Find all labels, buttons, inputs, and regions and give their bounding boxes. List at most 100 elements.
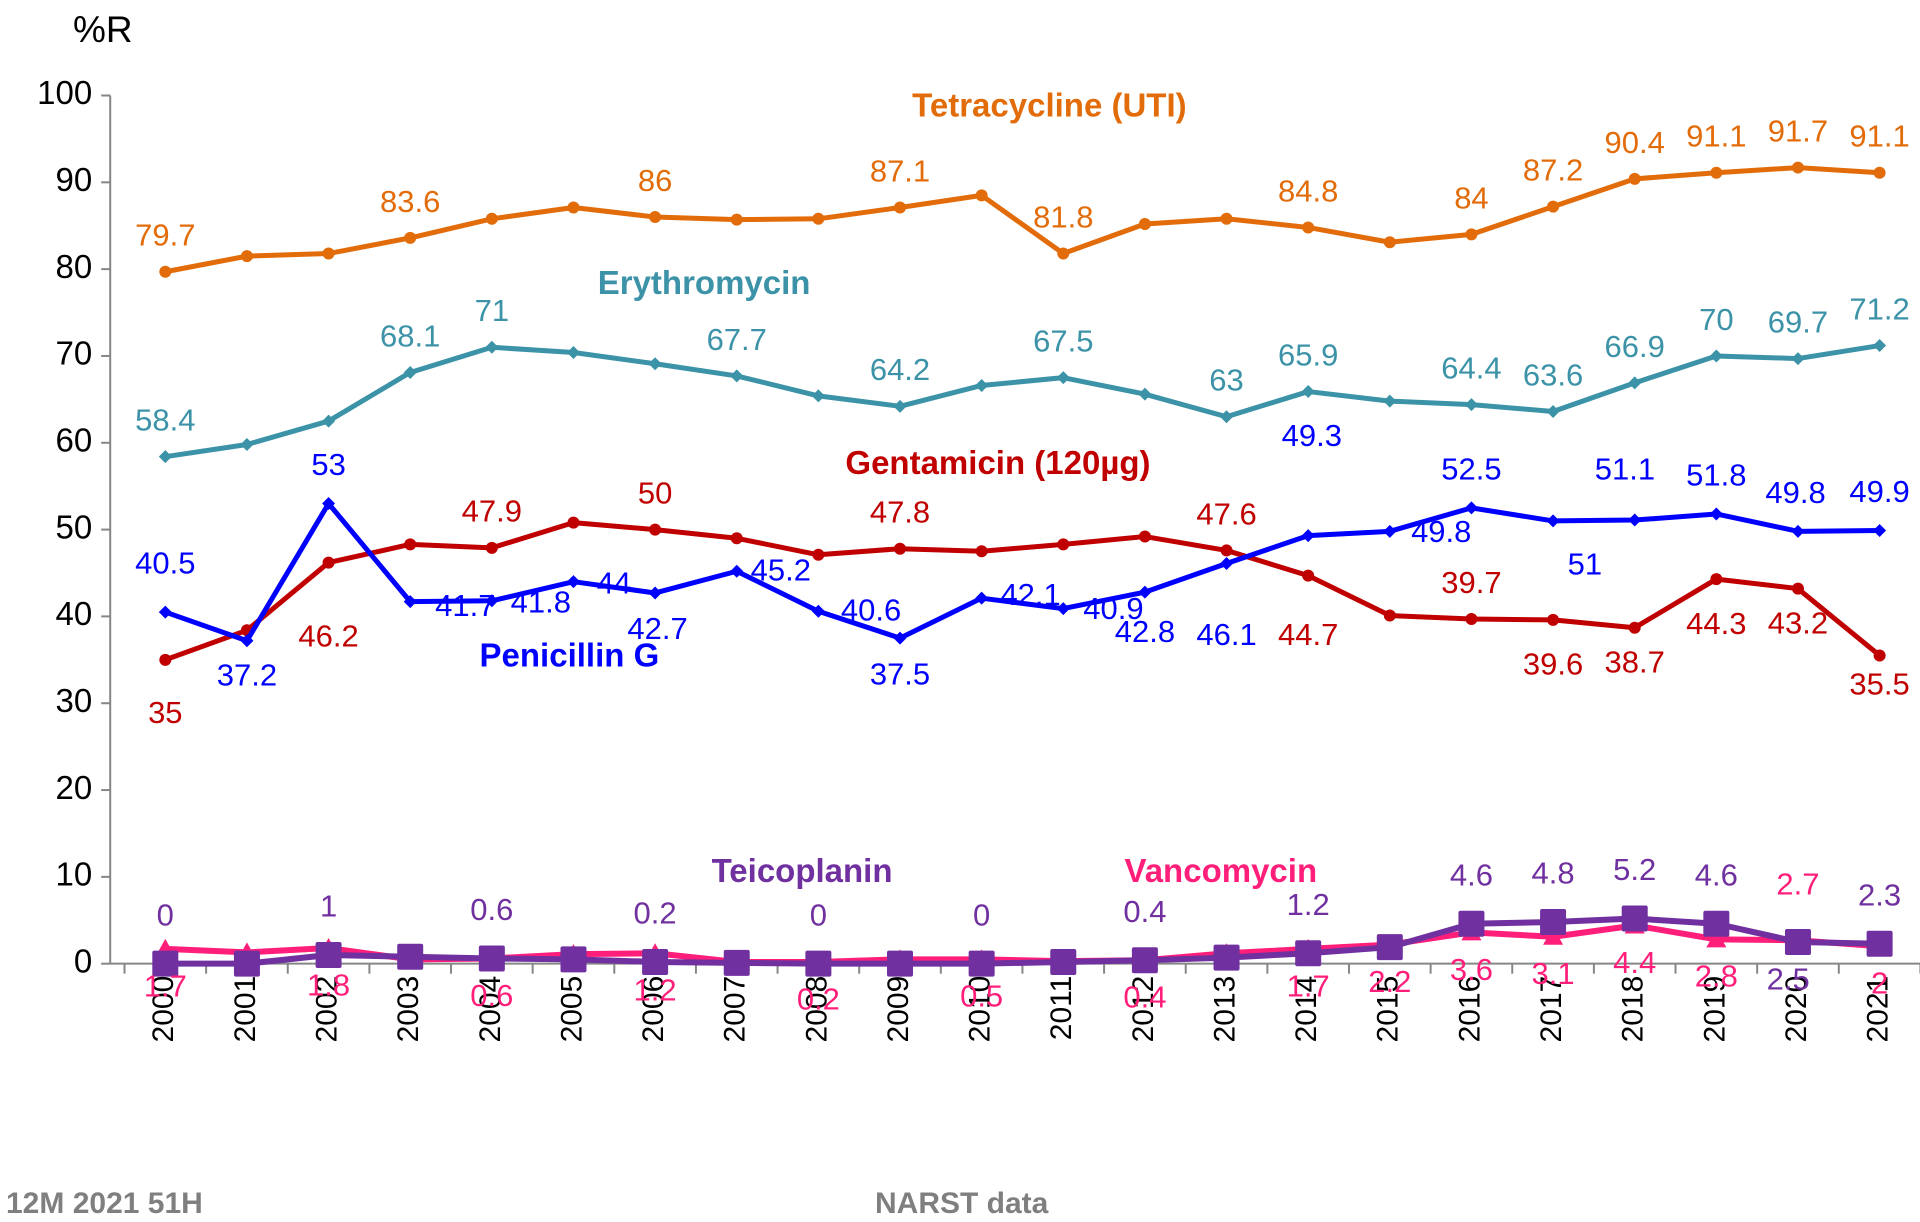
data-label: 47.8 xyxy=(870,495,930,530)
data-label: 1.2 xyxy=(634,973,677,1008)
point xyxy=(1220,556,1234,570)
x-tick-label: 2010 xyxy=(964,976,997,1043)
point xyxy=(485,340,499,354)
data-label: 41.7 xyxy=(435,588,495,623)
data-label: 0.5 xyxy=(960,979,1003,1014)
x-tick-label: 2002 xyxy=(310,976,343,1043)
y-tick-label: 70 xyxy=(55,335,92,372)
point xyxy=(642,948,669,975)
data-label: 0 xyxy=(810,897,827,932)
data-label: 49.9 xyxy=(1849,474,1909,509)
point xyxy=(648,586,662,600)
data-label: 35 xyxy=(148,695,182,730)
y-tick-label: 10 xyxy=(55,856,92,893)
point xyxy=(893,631,907,645)
point xyxy=(1547,613,1560,626)
data-label: 42.8 xyxy=(1115,614,1175,649)
data-label: 42.1 xyxy=(1000,577,1060,612)
data-label: 3.1 xyxy=(1532,956,1575,991)
point xyxy=(968,950,995,977)
point xyxy=(1057,538,1070,551)
data-label: 49.8 xyxy=(1765,475,1825,510)
series-line xyxy=(165,915,1880,967)
point xyxy=(322,414,336,428)
data-label: 40.9 xyxy=(1083,591,1143,626)
data-label: 44 xyxy=(597,566,631,601)
point xyxy=(315,941,342,968)
series-name: Teicoplanin xyxy=(712,852,893,889)
x-tick-label: 2012 xyxy=(1127,976,1160,1043)
data-label: 45.2 xyxy=(751,553,811,588)
point xyxy=(1873,166,1886,179)
x-tick-label: 2011 xyxy=(1045,976,1078,1041)
point xyxy=(404,538,417,551)
data-label: 58.4 xyxy=(135,403,195,438)
point xyxy=(1709,349,1723,363)
data-label: 49.3 xyxy=(1282,418,1342,453)
point xyxy=(1050,948,1077,975)
point xyxy=(1376,934,1403,961)
point xyxy=(159,265,172,278)
point xyxy=(893,399,907,413)
point xyxy=(1301,385,1315,399)
point xyxy=(1546,514,1560,528)
point xyxy=(1138,218,1151,231)
data-label: 66.9 xyxy=(1605,329,1665,364)
data-label: 43.2 xyxy=(1768,606,1828,641)
data-label: 0 xyxy=(973,897,990,932)
x-tick-label: 2016 xyxy=(1453,976,1486,1043)
data-label: 44.7 xyxy=(1278,617,1338,652)
point xyxy=(1628,513,1642,527)
point xyxy=(1628,376,1642,390)
data-label: 67.5 xyxy=(1033,324,1093,359)
data-label: 47.9 xyxy=(462,494,522,529)
point xyxy=(1383,609,1396,622)
x-tick-label: 2000 xyxy=(147,976,180,1043)
data-label: 35.5 xyxy=(1849,666,1909,701)
data-label: 65.9 xyxy=(1278,337,1338,372)
data-label: 79.7 xyxy=(135,218,195,253)
data-label: 70 xyxy=(1699,302,1733,337)
point xyxy=(322,247,335,260)
series-name: Vancomycin xyxy=(1125,852,1318,889)
series-line xyxy=(164,165,1880,275)
point xyxy=(322,497,336,511)
point xyxy=(1056,371,1070,385)
point xyxy=(1710,573,1723,586)
data-label: 86 xyxy=(638,163,672,198)
data-label: 68.1 xyxy=(380,318,440,353)
point xyxy=(1220,410,1234,424)
data-label: 2.5 xyxy=(1767,961,1810,996)
data-label: 1.7 xyxy=(1287,968,1330,1003)
data-label: 1.7 xyxy=(144,968,187,1003)
data-label: 1 xyxy=(320,889,337,924)
series-name: Penicillin G xyxy=(480,636,660,673)
point xyxy=(1791,352,1805,366)
point xyxy=(811,389,825,403)
data-label: 71 xyxy=(475,293,509,328)
data-label: 71.2 xyxy=(1849,291,1909,326)
point xyxy=(649,211,662,224)
point xyxy=(730,369,744,383)
point xyxy=(1295,940,1322,967)
series-name: Gentamicin (120µg) xyxy=(845,444,1150,481)
point xyxy=(805,950,832,977)
point xyxy=(1383,236,1396,249)
point xyxy=(812,548,825,561)
point xyxy=(403,595,417,609)
data-label: 53 xyxy=(311,447,345,482)
point xyxy=(566,345,580,359)
x-tick-label: 2019 xyxy=(1698,976,1731,1043)
point xyxy=(1220,544,1233,557)
data-label: 51 xyxy=(1568,546,1602,581)
point xyxy=(975,189,988,202)
point xyxy=(723,949,750,976)
point xyxy=(1546,405,1560,419)
point xyxy=(975,591,989,605)
data-label: 47.6 xyxy=(1196,496,1256,531)
point xyxy=(1056,602,1070,616)
point xyxy=(1873,523,1887,537)
point xyxy=(1465,613,1478,626)
data-label: 42.7 xyxy=(627,611,687,646)
